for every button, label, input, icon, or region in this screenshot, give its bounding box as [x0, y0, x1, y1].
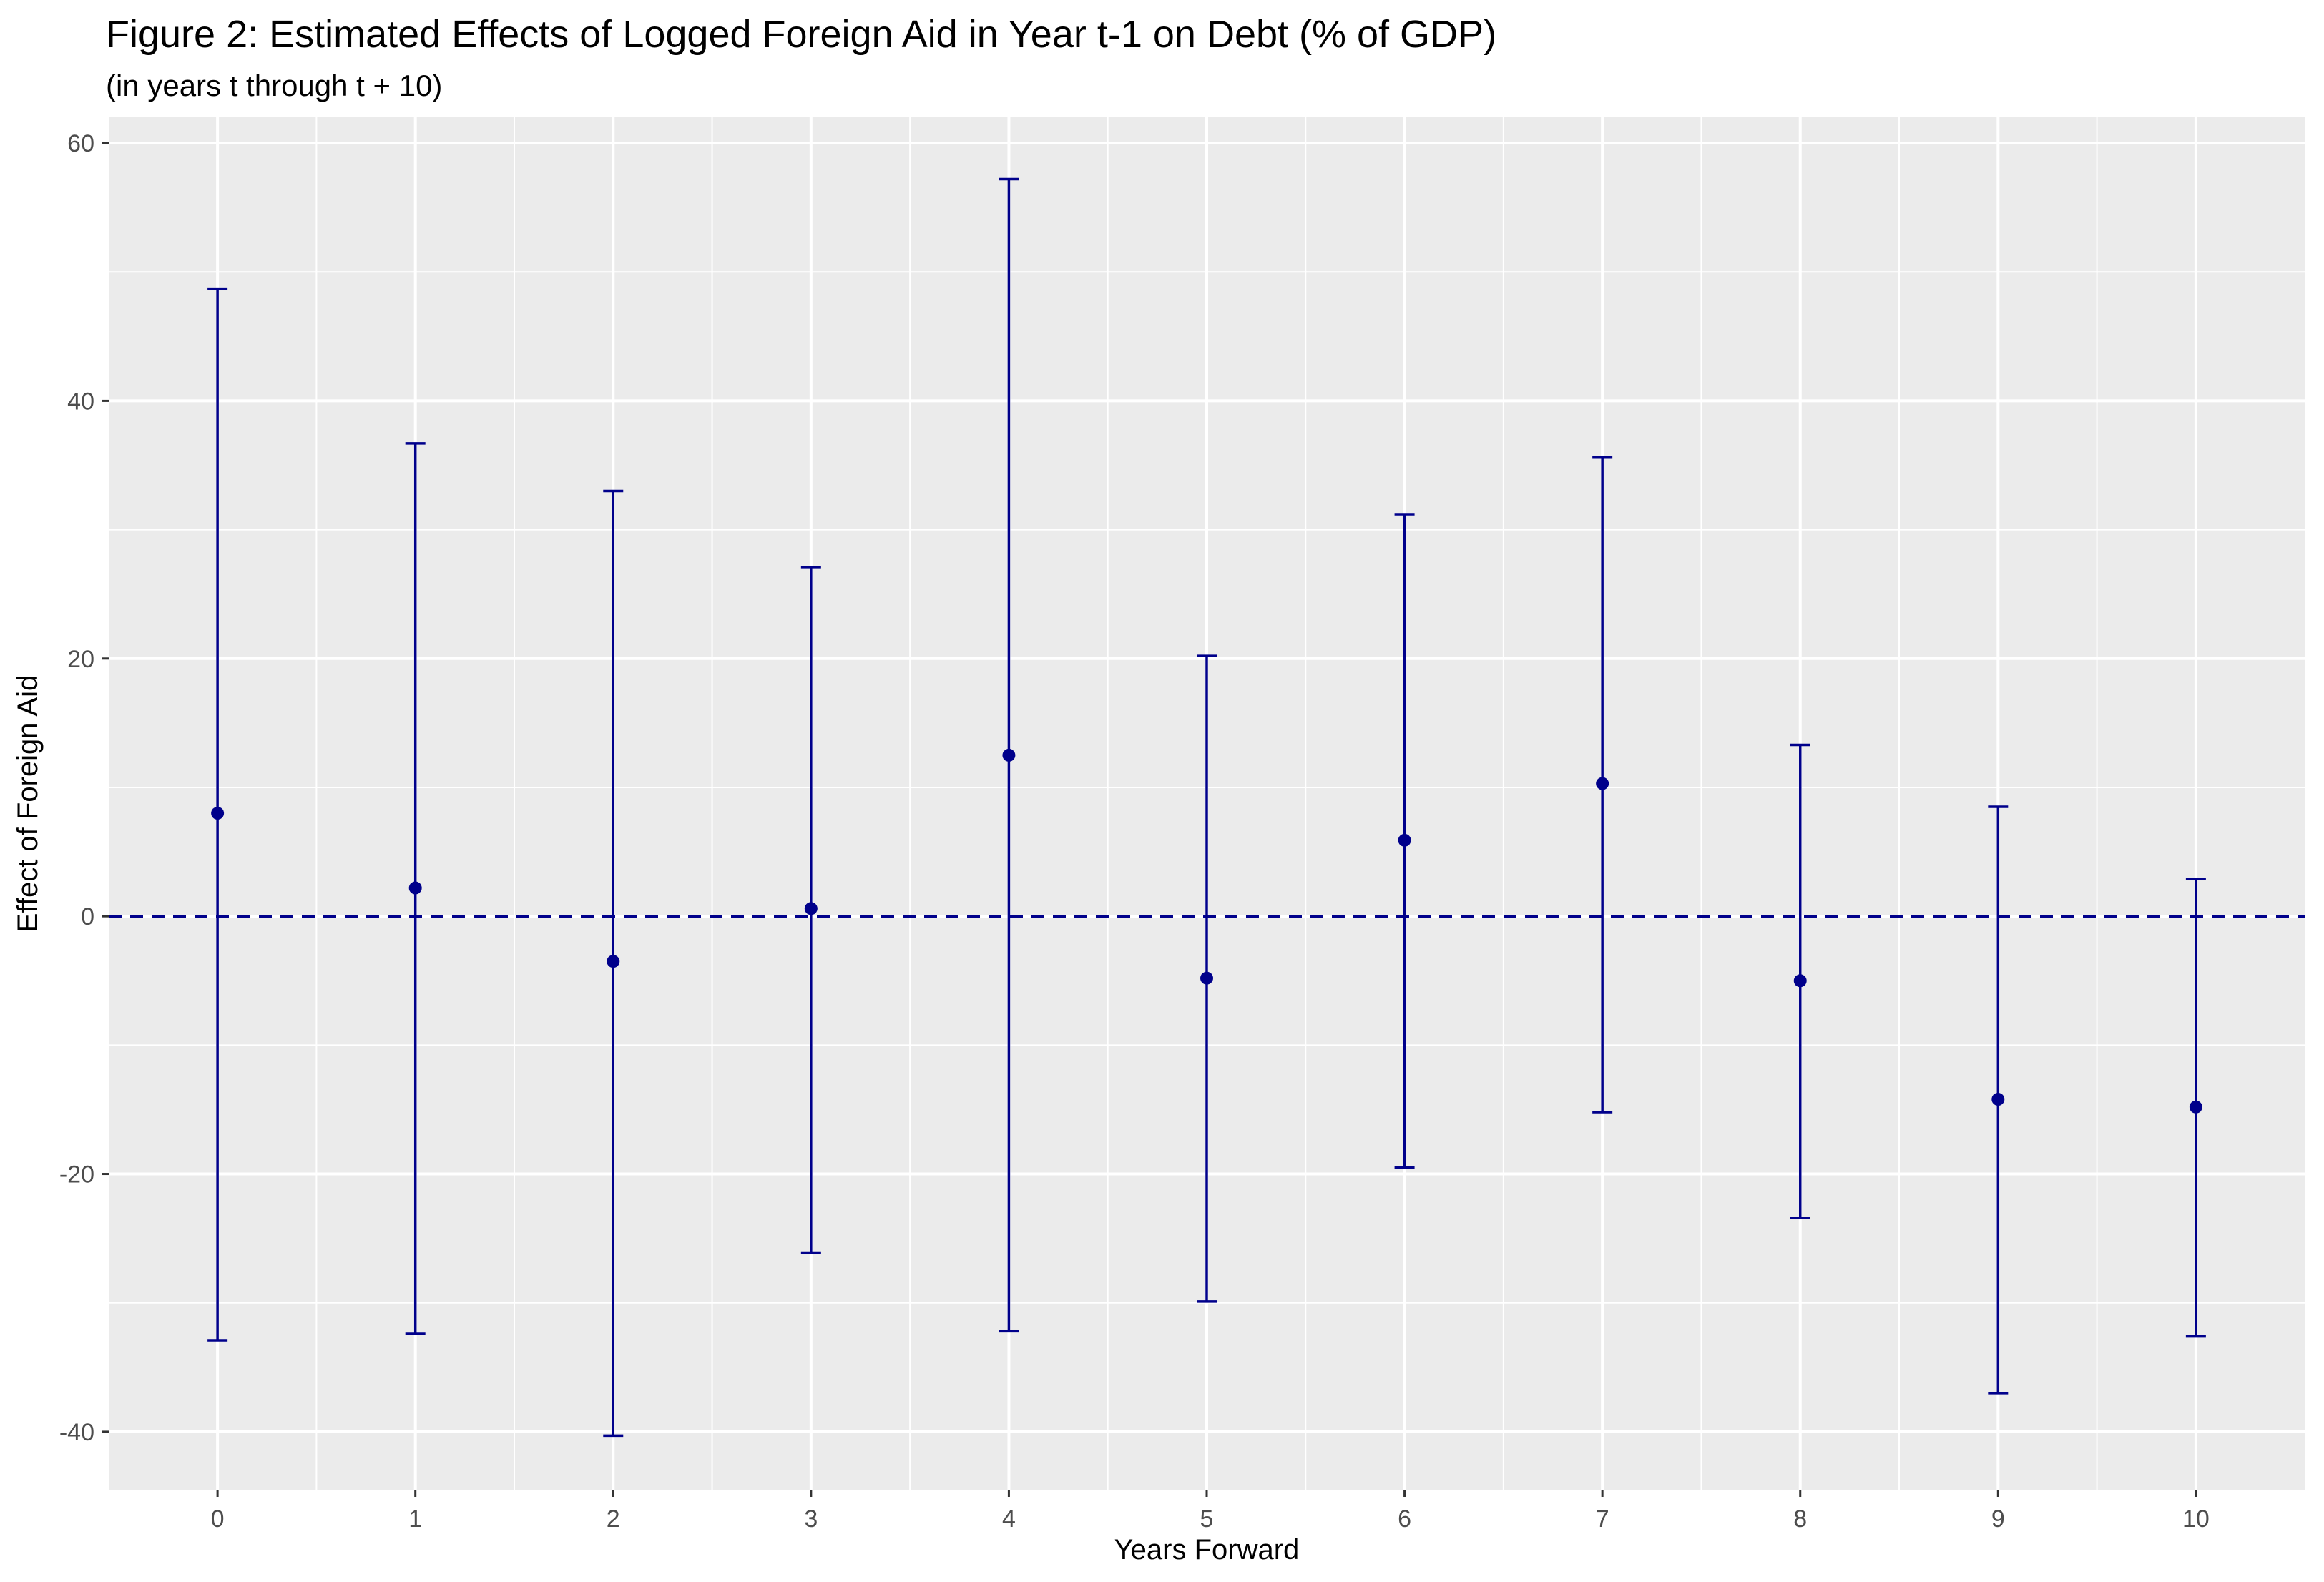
estimate-point — [211, 807, 225, 820]
y-tick-label: 40 — [67, 388, 94, 415]
chart-title: Figure 2: Estimated Effects of Logged Fo… — [106, 13, 1497, 56]
x-tick-label: 7 — [1596, 1505, 1609, 1533]
estimate-point — [607, 955, 620, 968]
estimate-point — [1596, 777, 1609, 790]
estimate-point — [1991, 1093, 2005, 1106]
y-tick-label: 20 — [67, 646, 94, 673]
x-tick-label: 5 — [1200, 1505, 1214, 1533]
x-tick-label: 4 — [1002, 1505, 1016, 1533]
x-axis: 0 1 2 3 4 5 6 7 8 9 10 — [211, 1490, 2210, 1533]
x-tick-label: 1 — [408, 1505, 422, 1533]
estimate-point — [1793, 974, 1807, 988]
y-axis-label: Effect of Foreign Aid — [12, 675, 44, 932]
estimate-point — [1002, 748, 1016, 762]
x-axis-label: Years Forward — [1114, 1534, 1300, 1566]
y-tick-label: 60 — [67, 130, 94, 157]
x-tick-label: 6 — [1398, 1505, 1411, 1533]
y-tick-label: -20 — [59, 1161, 94, 1189]
y-tick-label: -40 — [59, 1419, 94, 1446]
x-tick-label: 2 — [607, 1505, 620, 1533]
x-tick-label: 8 — [1793, 1505, 1807, 1533]
chart-subtitle: (in years t through t + 10) — [106, 69, 443, 102]
x-tick-label: 0 — [211, 1505, 225, 1533]
estimate-point — [1200, 971, 1213, 985]
y-axis: -40 -20 0 20 40 60 — [59, 130, 109, 1446]
estimate-point — [1398, 833, 1411, 847]
estimate-point — [408, 881, 422, 895]
estimate-point — [2189, 1100, 2202, 1114]
x-tick-label: 9 — [1991, 1505, 2005, 1533]
estimate-points — [211, 748, 2202, 1114]
x-tick-label: 10 — [2182, 1505, 2210, 1533]
estimate-point — [804, 902, 818, 915]
y-tick-label: 0 — [81, 903, 94, 930]
x-tick-label: 3 — [804, 1505, 818, 1533]
